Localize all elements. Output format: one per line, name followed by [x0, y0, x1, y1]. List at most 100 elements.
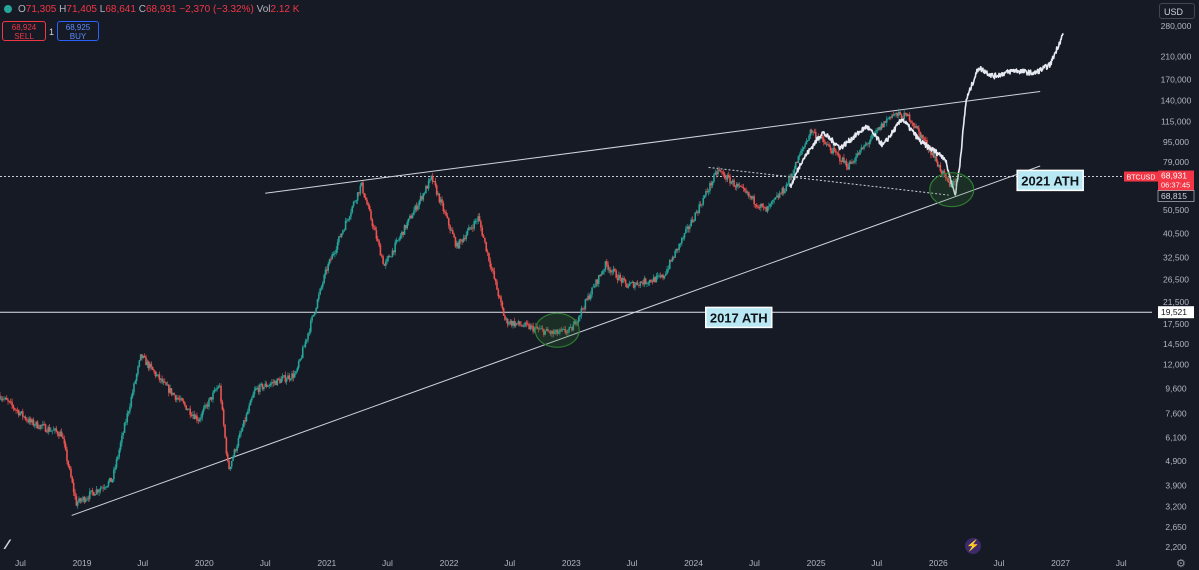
bolt-icon[interactable]: ⚡ [965, 538, 981, 554]
symbol-status-icon [4, 5, 12, 13]
candle-body [918, 128, 920, 132]
candle-body [427, 180, 430, 189]
candle-body [362, 182, 364, 193]
candle-body [946, 177, 948, 179]
candle-body [296, 367, 299, 372]
candle-body [809, 129, 812, 136]
candle-body [485, 241, 488, 252]
candle-body [115, 459, 118, 468]
candle-body [904, 112, 907, 114]
candle-body [273, 381, 276, 383]
candle-body [839, 155, 841, 162]
candle-body [322, 282, 324, 287]
candle-body [792, 173, 794, 175]
candle-body [762, 206, 765, 207]
candle-body [753, 196, 755, 205]
candle-body [358, 192, 360, 194]
candle-body [466, 230, 469, 235]
candle-body [7, 399, 9, 402]
candle-body [880, 123, 883, 130]
candle-body [776, 195, 778, 198]
candle-body [743, 188, 746, 191]
candle-body [702, 197, 705, 205]
candle-body [579, 315, 581, 318]
candle-body [394, 242, 396, 253]
candle-body [66, 449, 68, 462]
candle-body [201, 411, 204, 418]
candle-body [919, 131, 922, 138]
candle-body [32, 419, 35, 426]
candle-body [644, 278, 647, 284]
time-tick-label: 2020 [195, 558, 214, 568]
candle-body [454, 237, 457, 247]
candle-body [871, 134, 873, 140]
candle-body [145, 357, 147, 366]
candle-body [155, 374, 158, 376]
candle-body [376, 238, 379, 241]
tradingview-logo-icon[interactable]: ⁄⁄ [6, 536, 8, 552]
candle-body [370, 210, 372, 220]
candle-body [611, 271, 613, 273]
candle-body [563, 328, 565, 330]
price-axis[interactable]: 280,000 210,000 170,000 140,000 115,000 95,00… [1124, 21, 1195, 552]
candle-body [363, 192, 366, 198]
candle-body [868, 141, 871, 144]
candle-body [589, 294, 592, 299]
candle-body [315, 308, 317, 313]
candle-body [685, 229, 687, 234]
candle-body [295, 371, 297, 374]
candle-body [352, 201, 355, 207]
buy-button[interactable]: 68,925 BUY [57, 21, 99, 41]
gear-icon[interactable]: ⚙ [1176, 558, 1186, 570]
candle-body [801, 149, 804, 151]
candle-body [651, 281, 654, 283]
candle-body [473, 221, 475, 229]
candle-body [737, 183, 739, 186]
candle-body [935, 156, 938, 162]
candle-body [889, 116, 892, 118]
candle-body [498, 296, 501, 298]
candle-body [682, 237, 684, 239]
candle-body [595, 279, 597, 287]
candle-body [316, 299, 319, 309]
candle-body [189, 408, 192, 415]
candle-body [506, 318, 509, 325]
candle-body [879, 127, 881, 130]
candle-body [912, 123, 915, 126]
candle-body [20, 411, 23, 414]
candle-body [847, 167, 849, 170]
candle-body [662, 274, 664, 279]
candle-body [50, 430, 52, 432]
candle-body [150, 363, 153, 367]
price-tick-label: 7,600 [1165, 409, 1187, 419]
candle-body [401, 231, 403, 236]
candle-body [895, 112, 897, 114]
candle-body [825, 144, 828, 145]
candle-body [327, 263, 329, 271]
candle-body [208, 399, 210, 407]
candle-body [800, 150, 802, 155]
candle-body [4, 397, 7, 399]
candle-body [604, 261, 607, 270]
candle-body [859, 149, 861, 155]
candle-body [552, 330, 555, 334]
candle-body [127, 411, 130, 414]
candle-body [549, 332, 552, 334]
order-quantity[interactable]: 1 [49, 27, 55, 37]
candle-body [813, 131, 816, 133]
candle-body [559, 329, 561, 333]
candle-body [439, 199, 442, 203]
candle-body [521, 325, 524, 327]
candle-body [206, 404, 209, 407]
candle-body [177, 397, 179, 399]
time-axis[interactable]: Jul 2019 Jul 2020 Jul 2021 Jul 2022 Jul 2023 Jul 20… [15, 558, 1127, 568]
candle-body [561, 329, 564, 330]
candle-body [34, 425, 36, 427]
candle-body [312, 314, 315, 317]
currency-selector[interactable]: USD [1159, 3, 1195, 19]
candle-body [229, 466, 232, 470]
sell-button[interactable]: 68,924 SELL [2, 21, 46, 41]
candle-body [435, 185, 438, 195]
